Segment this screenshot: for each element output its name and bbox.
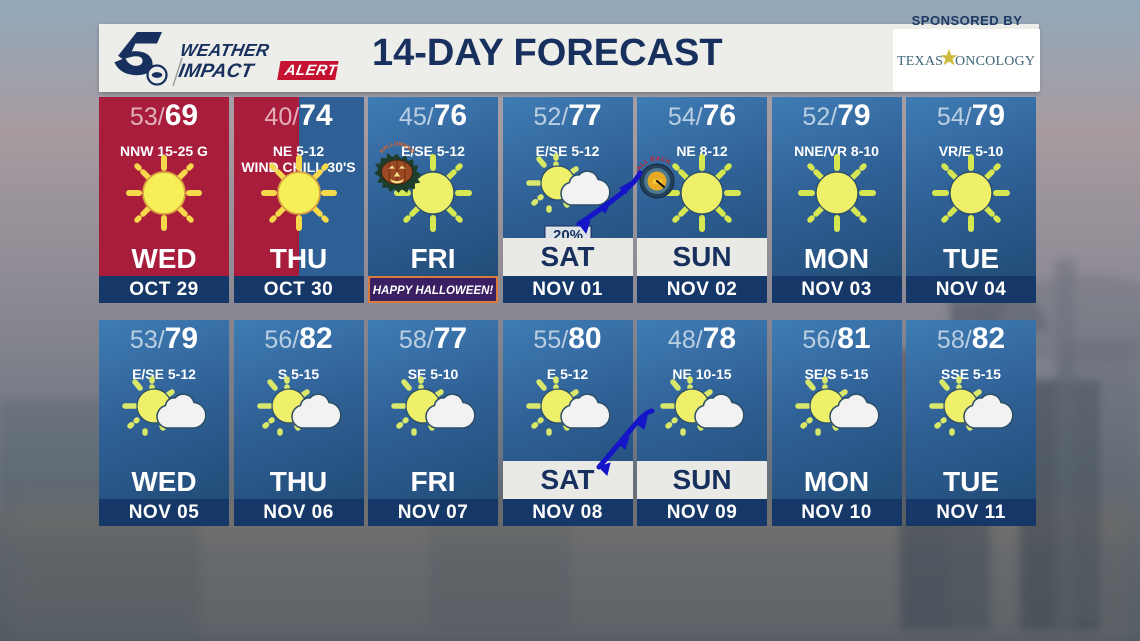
svg-text:WEATHER: WEATHER — [179, 40, 271, 60]
svg-text:TEXAS: TEXAS — [897, 54, 943, 69]
svg-text:ALERT: ALERT — [282, 62, 339, 79]
svg-text:IMPACT: IMPACT — [177, 60, 257, 82]
svg-text:ONCOLOGY: ONCOLOGY — [955, 54, 1035, 69]
svg-text:AM: AM — [652, 179, 662, 186]
